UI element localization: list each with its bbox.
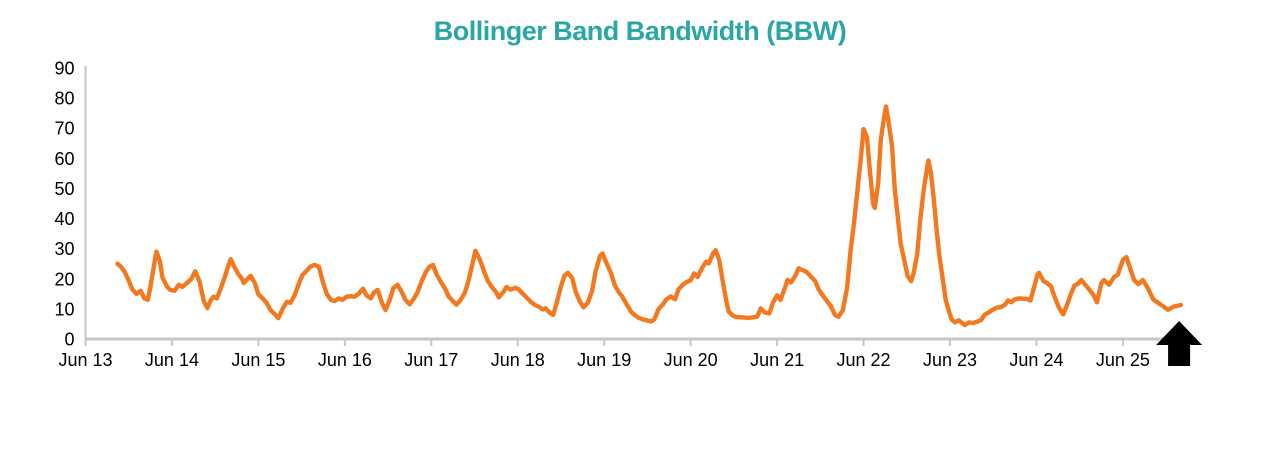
y-axis-tick-label: 0 (64, 330, 74, 350)
y-axis-tick-label: 90 (54, 59, 74, 79)
x-axis-tick-label: Jun 16 (318, 350, 372, 370)
up-arrow-marker (1156, 321, 1203, 366)
y-axis-tick-label: 10 (54, 299, 74, 319)
y-axis-tick-label: 60 (54, 149, 74, 169)
y-axis-tick-label: 20 (54, 269, 74, 289)
x-axis-tick-label: Jun 17 (404, 350, 458, 370)
x-axis-tick-label: Jun 23 (923, 350, 977, 370)
y-axis-tick-label: 50 (54, 179, 74, 199)
y-axis-tick-label: 30 (54, 239, 74, 259)
chart-title: Bollinger Band Bandwidth (BBW) (433, 16, 847, 46)
x-axis-tick-label: Jun 21 (750, 350, 804, 370)
x-axis-tick-label: Jun 14 (145, 350, 199, 370)
x-axis-tick-label: Jun 24 (1009, 350, 1063, 370)
x-axis-tick-label: Jun 25 (1096, 350, 1150, 370)
y-axis-tick-label: 80 (54, 89, 74, 109)
x-axis-tick-label: Jun 18 (491, 350, 545, 370)
x-axis-tick-label: Jun 22 (837, 350, 891, 370)
x-axis-tick-label: Jun 13 (58, 350, 112, 370)
x-axis-tick-label: Jun 19 (577, 350, 631, 370)
x-axis-tick-label: Jun 15 (231, 350, 285, 370)
y-axis-tick-label: 40 (54, 209, 74, 229)
y-axis-tick-label: 70 (54, 119, 74, 139)
x-axis-tick-label: Jun 20 (664, 350, 718, 370)
bbw-series-line (115, 104, 1184, 328)
